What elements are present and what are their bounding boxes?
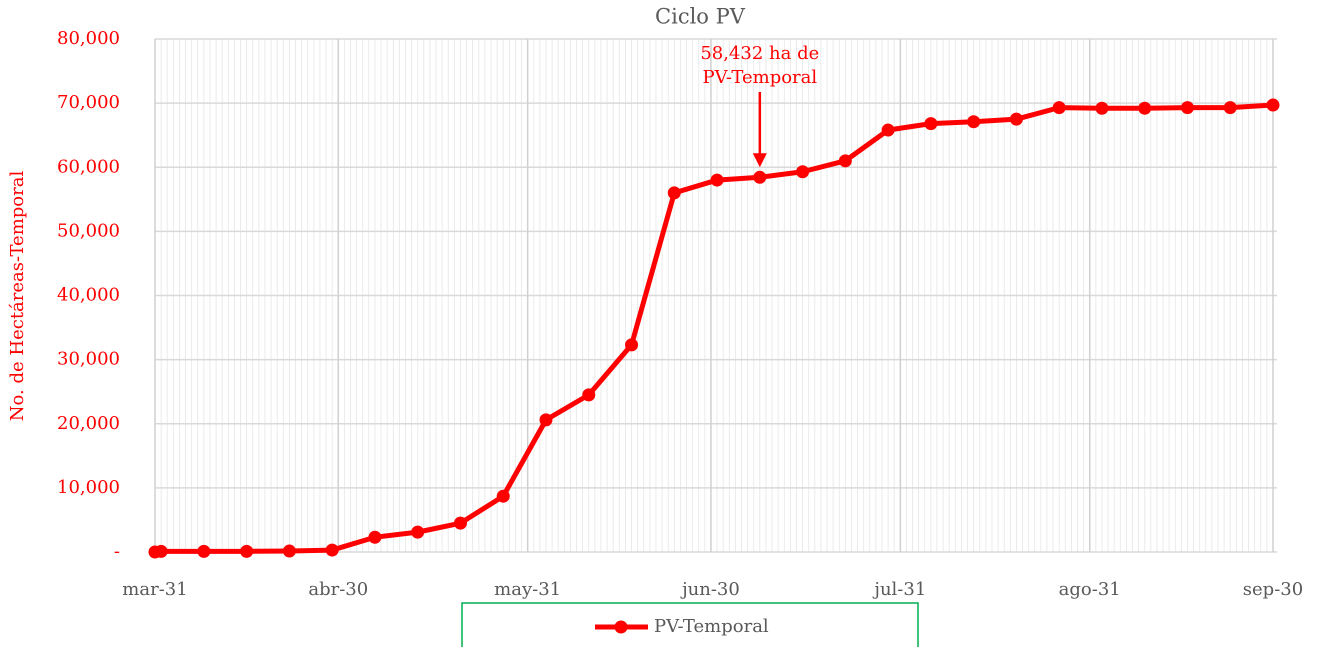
- y-tick-label: 20,000: [57, 413, 120, 434]
- data-point: [1266, 98, 1280, 112]
- series-line: [154, 102, 1274, 555]
- data-point: [753, 170, 767, 184]
- y-tick-label: 10,000: [57, 477, 120, 498]
- x-tick-label: jul-31: [872, 579, 926, 600]
- legend-box: [461, 602, 919, 647]
- y-tick-label: -: [114, 541, 120, 562]
- x-tick-label: sep-30: [1243, 579, 1303, 600]
- data-point: [453, 516, 467, 530]
- data-point: [282, 544, 296, 558]
- data-point: [539, 413, 553, 427]
- y-tick-label: 80,000: [57, 28, 120, 49]
- chart-title: Ciclo PV: [655, 5, 746, 29]
- y-tick-label: 30,000: [57, 349, 120, 370]
- data-point: [240, 544, 254, 558]
- y-tick-label: 50,000: [57, 220, 120, 241]
- data-point: [1180, 101, 1194, 115]
- y-axis-label: No. de Hectáreas-Temporal: [7, 171, 28, 422]
- data-point: [1138, 101, 1152, 115]
- data-point: [924, 117, 938, 131]
- data-point: [881, 123, 895, 137]
- annotation-text: PV-Temporal: [702, 67, 817, 88]
- y-tick-label: 40,000: [57, 285, 120, 306]
- data-point: [582, 388, 596, 402]
- data-point: [1223, 101, 1237, 115]
- data-point: [625, 338, 639, 352]
- data-point: [325, 543, 339, 557]
- y-tick-label: 60,000: [57, 156, 120, 177]
- data-point: [838, 154, 852, 168]
- data-point: [1052, 101, 1066, 115]
- legend-label: PV-Temporal: [654, 616, 769, 637]
- data-point: [154, 544, 168, 558]
- x-tick-label: jun-30: [680, 579, 740, 600]
- x-tick-label: ago-31: [1059, 579, 1121, 600]
- data-point: [411, 525, 425, 539]
- legend-marker: [614, 620, 628, 634]
- x-tick-label: may-31: [494, 579, 561, 600]
- data-point: [496, 489, 510, 503]
- data-point: [796, 165, 810, 179]
- x-tick-label: abr-30: [308, 579, 368, 600]
- data-point: [710, 173, 724, 187]
- y-tick-label: 70,000: [57, 92, 120, 113]
- annotation-arrowhead: [752, 153, 767, 168]
- data-point: [197, 544, 211, 558]
- x-tick-label: mar-31: [122, 579, 187, 600]
- data-point: [368, 530, 382, 544]
- data-point: [967, 115, 981, 129]
- data-point: [667, 186, 681, 200]
- data-point: [1095, 101, 1109, 115]
- annotation-text: 58,432 ha de: [700, 43, 819, 64]
- data-point: [1009, 112, 1023, 126]
